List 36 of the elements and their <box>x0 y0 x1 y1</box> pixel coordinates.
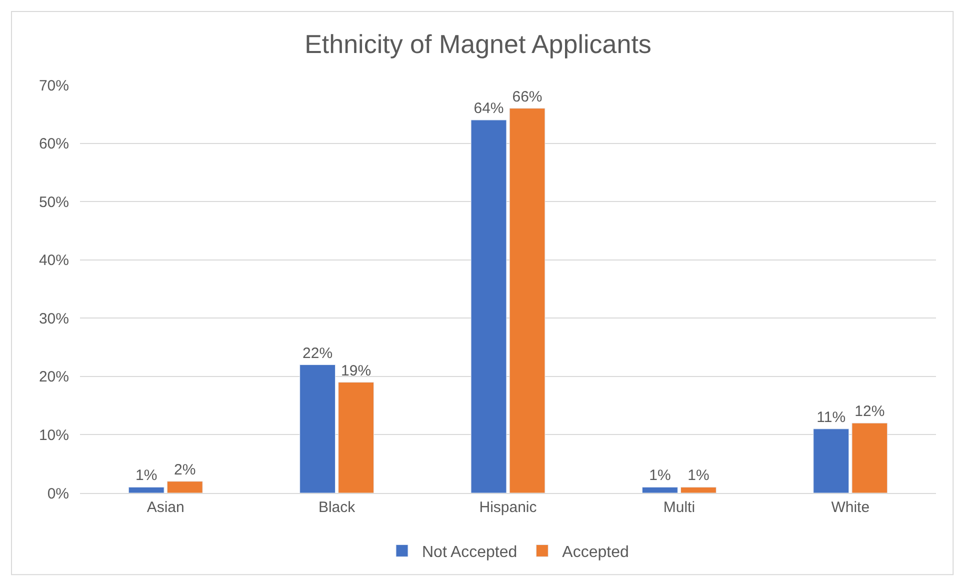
legend-label: Not Accepted <box>422 544 518 561</box>
bar <box>300 364 336 493</box>
data-label: 1% <box>135 467 158 484</box>
data-label: 1% <box>649 467 671 484</box>
y-tick-label: 10% <box>38 426 69 444</box>
data-label: 1% <box>688 467 710 484</box>
bar <box>642 486 678 493</box>
bar <box>813 428 850 493</box>
x-tick-label: Multi <box>663 499 696 516</box>
bar <box>166 481 203 493</box>
bar <box>128 486 164 493</box>
bar <box>338 382 374 493</box>
bar <box>470 120 507 493</box>
x-tick-label: Hispanic <box>479 499 538 516</box>
legend-label: Accepted <box>562 544 629 561</box>
data-label: 66% <box>512 88 542 106</box>
y-tick-label: 50% <box>38 194 69 211</box>
y-tick-label: 20% <box>38 368 69 386</box>
y-tick-label: 60% <box>38 136 69 153</box>
x-tick-label: Black <box>318 499 356 516</box>
data-label: 19% <box>341 362 372 380</box>
bar <box>680 486 716 493</box>
y-tick-label: 40% <box>38 252 69 270</box>
x-tick-label: White <box>831 499 870 516</box>
bar <box>509 108 546 493</box>
data-label: 64% <box>474 100 504 117</box>
data-label: 22% <box>302 344 333 362</box>
data-label: 11% <box>816 408 846 426</box>
data-label: 12% <box>854 403 885 420</box>
data-label: 2% <box>174 461 196 478</box>
chart-title: Ethnicity of Magnet Applicants <box>304 29 652 59</box>
bar <box>852 422 888 493</box>
y-tick-label: 30% <box>38 310 69 328</box>
y-tick-label: 0% <box>47 485 69 502</box>
x-tick-label: Asian <box>146 499 184 516</box>
y-tick-label: 70% <box>38 77 69 94</box>
